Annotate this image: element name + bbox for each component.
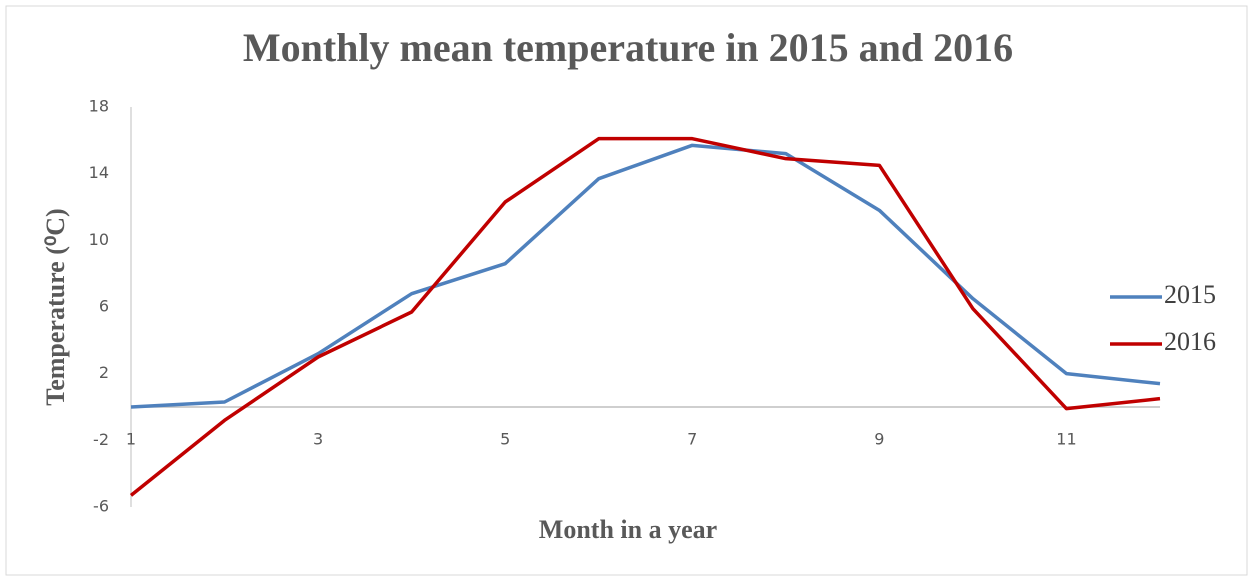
- x-tick-label: 7: [687, 430, 697, 449]
- y-tick-label: -2: [93, 430, 109, 449]
- y-tick-label: 14: [89, 163, 109, 182]
- x-tick-label: 11: [1056, 430, 1076, 449]
- y-tick-label: 10: [89, 230, 109, 249]
- series-line: [129, 136, 1161, 497]
- x-axis-label: Month in a year: [539, 515, 717, 544]
- x-tick-label: 1: [126, 430, 136, 449]
- legend-label: 2015: [1164, 280, 1216, 309]
- legend-label: 2016: [1164, 327, 1216, 356]
- y-tick-label: -6: [93, 497, 109, 516]
- x-tick-label: 3: [313, 430, 323, 449]
- y-axis-label: Temperature (⁰C): [41, 208, 70, 405]
- y-tick-label: 6: [99, 297, 109, 316]
- y-tick-label: 2: [99, 363, 109, 382]
- chart-title: Monthly mean temperature in 2015 and 201…: [243, 25, 1013, 70]
- x-tick-label: 5: [500, 430, 510, 449]
- series-line: [130, 143, 1161, 409]
- chart-border: [5, 5, 1248, 576]
- y-tick-label: 18: [89, 97, 109, 116]
- x-tick-label: 9: [874, 430, 884, 449]
